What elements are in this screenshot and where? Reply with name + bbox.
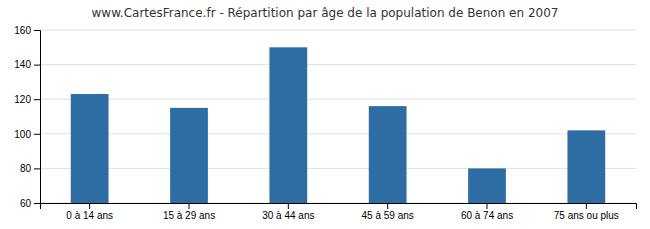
y-tick-mark	[34, 203, 40, 204]
grid	[40, 30, 636, 203]
x-tick-mark	[288, 203, 289, 209]
y-axis-line	[34, 31, 41, 204]
x-tick-label: 60 à 74 ans	[461, 210, 513, 221]
y-tick-mark	[34, 134, 40, 135]
y-tick-mark	[34, 30, 40, 31]
chart-svg: www.CartesFrance.fr - Répartition par âg…	[0, 0, 650, 229]
x-tick-mark	[89, 203, 90, 209]
x-tick: 45 à 59 ans	[362, 203, 414, 221]
y-tick-label: 120	[14, 94, 31, 105]
x-tick-mark	[586, 203, 587, 209]
x-tick-label: 0 à 14 ans	[66, 210, 113, 221]
y-tick: 100	[14, 129, 40, 140]
bar	[567, 130, 605, 203]
chart-container: www.CartesFrance.fr - Répartition par âg…	[0, 0, 650, 229]
x-tick-mark	[487, 203, 488, 209]
y-tick-mark	[34, 168, 40, 169]
bar	[170, 108, 208, 203]
bar	[269, 47, 307, 203]
y-tick: 140	[14, 59, 40, 70]
x-axis: 0 à 14 ans 15 à 29 ans 30 à 44 ans 45 à 59 …	[41, 203, 637, 221]
x-tick: 30 à 44 ans	[262, 203, 314, 221]
grid-line	[40, 30, 636, 31]
bar	[369, 106, 407, 203]
y-tick: 160	[14, 25, 40, 36]
plot-area: 60 80 100 120 140 160 0 à 14 ans 15 à 29 ans 30 …	[14, 25, 636, 229]
y-axis: 60 80 100 120 140 160	[14, 25, 40, 209]
chart-title: www.CartesFrance.fr - Répartition par âg…	[92, 6, 559, 20]
x-tick-label: 75 ans ou plus	[554, 210, 619, 221]
x-axis-line	[41, 204, 637, 210]
x-tick: 0 à 14 ans	[66, 203, 113, 221]
y-tick-mark	[34, 99, 40, 100]
y-tick-label: 80	[20, 163, 32, 174]
y-tick: 80	[20, 163, 40, 174]
grid-line	[40, 133, 636, 134]
y-tick: 60	[20, 198, 40, 209]
x-tick: 75 ans ou plus	[554, 203, 619, 221]
x-tick-mark	[189, 203, 190, 209]
y-tick-label: 60	[20, 198, 32, 209]
y-tick-mark	[34, 65, 40, 66]
x-tick-label: 30 à 44 ans	[262, 210, 314, 221]
x-tick: 15 à 29 ans	[163, 203, 215, 221]
x-tick-label: 15 à 29 ans	[163, 210, 215, 221]
bar	[71, 94, 109, 203]
y-tick-label: 160	[14, 25, 31, 36]
x-tick: 60 à 74 ans	[461, 203, 513, 221]
bar	[468, 168, 506, 203]
y-tick: 120	[14, 94, 40, 105]
x-tick-label: 45 à 59 ans	[362, 210, 414, 221]
grid-line	[40, 168, 636, 169]
grid-line	[40, 99, 636, 100]
bars	[71, 47, 605, 203]
y-tick-label: 140	[14, 59, 31, 70]
grid-line	[40, 64, 636, 65]
x-tick-mark	[387, 203, 388, 209]
y-tick-label: 100	[14, 129, 31, 140]
